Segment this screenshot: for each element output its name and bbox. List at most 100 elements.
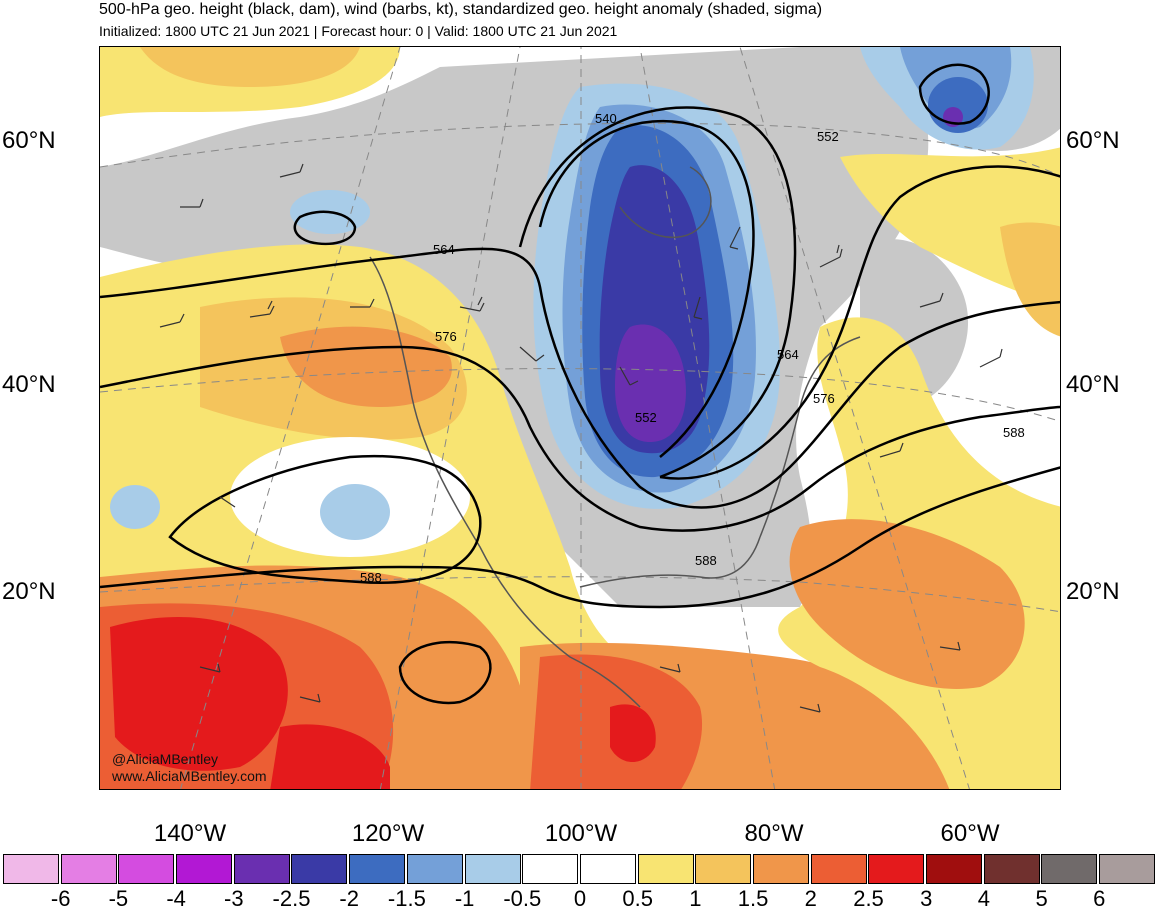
contour-label: 540	[595, 111, 617, 126]
colorbar-swatch	[810, 854, 867, 884]
colorbar-swatch	[637, 854, 694, 884]
map-svg: 540 552 552 564 564 576 576 588 588 588	[100, 47, 1060, 789]
anomaly-red-south2	[270, 724, 390, 789]
contour-alaska	[293, 210, 357, 246]
contour-label: 552	[635, 410, 657, 425]
lat-label-60n-left: 60°N	[2, 127, 56, 154]
coastline-gulf	[579, 536, 761, 588]
chart-subtitle: Initialized: 1800 UTC 21 Jun 2021 | Fore…	[99, 23, 618, 39]
colorbar-swatch	[176, 854, 233, 884]
anomaly-blue-small	[110, 485, 160, 529]
colorbar-swatch	[3, 854, 59, 884]
colorbar-swatch	[983, 854, 1040, 884]
colorbar-swatch	[1099, 854, 1156, 884]
contour-564	[100, 247, 1060, 509]
colorbar-tick-label: 0	[573, 886, 587, 911]
contour-552-east	[659, 165, 1060, 480]
wind-barb	[619, 366, 639, 386]
lon-label-120w: 120°W	[351, 820, 425, 847]
coastline-hudson	[619, 166, 712, 239]
contour-label: 588	[695, 553, 717, 568]
lat-label-20n-right: 20°N	[1066, 578, 1120, 605]
colorbar-tick-label: 5	[1035, 886, 1048, 911]
wind-barb	[219, 496, 236, 508]
anomaly-gold-nw	[140, 47, 360, 87]
colorbar-swatch	[752, 854, 809, 884]
contour-label: 588	[360, 570, 382, 585]
wind-barb	[659, 663, 681, 673]
anomaly-blue-pacific-low	[320, 484, 390, 540]
anomaly-yellow-ne	[840, 147, 1060, 307]
contour-label: 576	[813, 391, 835, 406]
lon-label-60w: 60°W	[940, 820, 1000, 847]
wind-barb	[729, 226, 741, 250]
colorbar-tick-label: 0.5	[622, 886, 653, 911]
lat-label-60n-right: 60°N	[1066, 127, 1120, 154]
credit-handle: @AliciaMBentley	[112, 751, 219, 767]
anomaly-red-south	[110, 617, 288, 771]
wind-barb	[459, 296, 485, 312]
colorbar-tick-label: -1.5	[387, 886, 426, 911]
colorbar-tick-label: 6	[1093, 886, 1106, 911]
colorbar-tick-label: 3	[920, 886, 933, 911]
colorbar-swatch	[118, 854, 175, 884]
anomaly-red-centralamerica	[610, 704, 656, 762]
contour-540	[538, 119, 755, 458]
colorbar-labels: -6 -5 -4 -3 -2.5 -2 -1.5 -1 -0.5 0 0.5 1 1.5 2 2.5 3 4 5 6	[0, 886, 1160, 912]
wind-barb	[279, 163, 304, 178]
colorbar-tick-label: -2.5	[272, 886, 311, 911]
contour-label: 588	[1003, 425, 1025, 440]
credit-site: www.AliciaMBentley.com	[112, 768, 267, 784]
contour-label: 576	[435, 329, 457, 344]
wind-barb	[249, 300, 275, 318]
colorbar-swatch	[695, 854, 752, 884]
colorbar	[3, 854, 1157, 884]
anomaly-gold-ne	[1000, 222, 1060, 337]
wind-barb	[519, 346, 545, 362]
colorbar-tick-label: -1	[454, 886, 475, 911]
meridian-120w	[379, 47, 521, 789]
meridian-80w	[639, 47, 776, 789]
wind-barb	[180, 198, 204, 208]
colorbar-tick-label: -3	[224, 886, 244, 911]
wind-barb	[879, 442, 904, 458]
wind-barb	[799, 703, 821, 713]
contour-588	[100, 466, 1060, 609]
colorbar-tick-label: -6	[50, 886, 71, 911]
colorbar-tick-label: -4	[166, 886, 186, 911]
contour-588-west	[168, 454, 482, 584]
lon-label-100w: 100°W	[544, 820, 618, 847]
colorbar-tick-label: 1.5	[737, 886, 769, 911]
contour-label: 564	[777, 347, 799, 362]
colorbar-tick-label: 2	[804, 886, 817, 911]
lon-label-140w: 140°W	[153, 820, 227, 847]
map-panel: 540 552 552 564 564 576 576 588 588 588	[99, 46, 1061, 790]
colorbar-swatch	[522, 854, 579, 884]
wind-barb	[299, 693, 321, 703]
colorbar-tick-label: -0.5	[503, 886, 542, 911]
lat-label-40n-right: 40°N	[1066, 371, 1120, 398]
contour-label-group: 540 552 552 564 564 576 576 588 588 588	[360, 111, 1025, 585]
contour-greenland	[918, 63, 990, 125]
wind-barbs	[159, 163, 1003, 713]
lat-label-20n-left: 20°N	[2, 578, 56, 605]
colorbar-swatch	[233, 854, 290, 884]
graticule	[100, 47, 1060, 789]
contour-576	[100, 345, 1060, 532]
wind-barb	[350, 298, 375, 308]
wind-barb	[159, 313, 185, 328]
contour-label: 552	[817, 129, 839, 144]
meridian-140w	[180, 47, 401, 789]
meridian-60w	[739, 47, 970, 789]
lat-label-40n-left: 40°N	[2, 371, 56, 398]
colorbar-swatch	[1041, 854, 1098, 884]
contour-552-trough	[518, 106, 797, 479]
anomaly-orange-atlantic	[789, 519, 1025, 689]
wind-barb	[693, 296, 703, 320]
colorbar-swatch	[926, 854, 982, 884]
colorbar-tick-label: 1	[689, 886, 702, 911]
colorbar-tick-label: -5	[108, 886, 129, 911]
colorbar-swatch	[60, 854, 117, 884]
contour-label: 564	[433, 242, 455, 257]
colorbar-tick-label: 4	[977, 886, 991, 911]
